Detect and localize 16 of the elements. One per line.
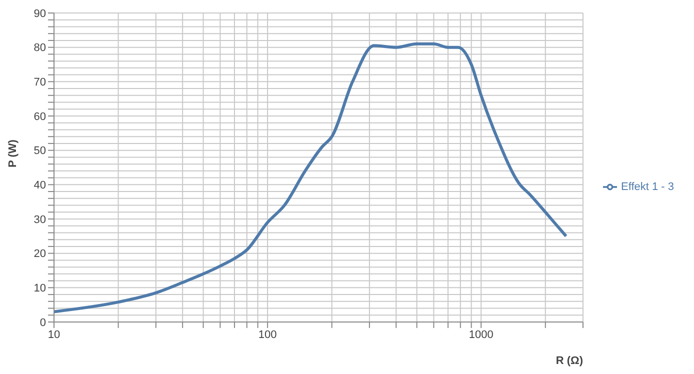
y-axis-title: P (W) [6,139,19,168]
y-tick-label: 90 [34,8,46,20]
x-tick-label: 10 [48,328,60,341]
y-tick-label: 70 [34,76,46,89]
x-axis-title: R (Ω) [556,355,584,367]
y-tick-label: 10 [34,282,46,295]
y-tick-label: 20 [34,248,46,260]
y-tick-label: 30 [34,214,46,226]
y-tick-label: 80 [34,42,46,54]
legend-label: Effekt 1 - 3 [621,180,674,193]
x-tick-label: 1000 [468,328,494,341]
x-tick-label: 100 [258,328,277,341]
y-tick-label: 60 [34,110,46,123]
y-tick-label: 0 [40,316,46,329]
y-tick-label: 40 [34,180,46,192]
y-tick-label: 50 [34,145,46,158]
